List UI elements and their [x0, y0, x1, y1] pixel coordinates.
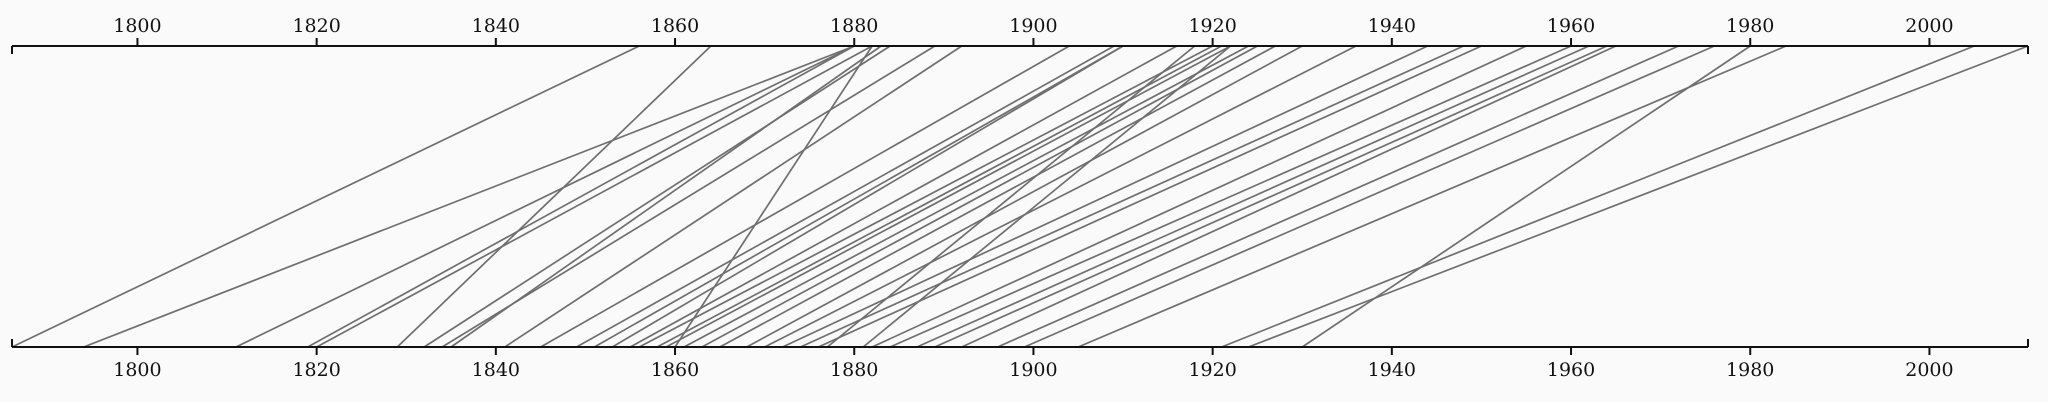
timeline-link-31 — [916, 45, 1590, 348]
top-axis-tick-label: 1960 — [1547, 15, 1595, 37]
timeline-link-13 — [611, 45, 1124, 348]
timeline-link-10 — [540, 45, 1070, 348]
bottom-axis-tick-label: 1980 — [1726, 359, 1774, 381]
timeline-link-23 — [764, 45, 1357, 348]
timeline-link-32 — [934, 45, 1608, 348]
timeline-link-17 — [665, 45, 1231, 348]
bottom-axis-tick-label: 1920 — [1188, 359, 1236, 381]
timeline-link-12 — [593, 45, 1124, 348]
timeline-link-3 — [307, 45, 855, 348]
bottom-axis-tick-label: 1820 — [292, 359, 340, 381]
top-axis-tick-label: 1900 — [1009, 15, 1057, 37]
bottom-axis-tick-label: 1880 — [830, 359, 878, 381]
timeline-link-22 — [746, 45, 1303, 348]
bottom-axis: 1800 1820 1840 1860 1880 1900 1920 1940 1960 1980… — [11, 339, 2029, 381]
timeline-link-11 — [576, 45, 1115, 348]
top-axis-tick-label: 1800 — [113, 15, 161, 37]
timeline-link-37 — [1221, 45, 1975, 348]
timeline-link-39 — [1301, 45, 1751, 348]
timeline-link-15 — [638, 45, 1214, 348]
timeline-link-30 — [889, 45, 1572, 348]
bottom-axis-tick-label: 1940 — [1368, 359, 1416, 381]
timeline-link-27 — [826, 45, 1196, 348]
timeline-link-2 — [235, 45, 855, 348]
bottom-axis-tick-label: 1900 — [1009, 359, 1057, 381]
bottom-axis-tick-label: 1960 — [1547, 359, 1595, 381]
timeline-link-28 — [862, 45, 1232, 348]
timeline-link-35 — [1024, 45, 1715, 348]
top-axis-tick-label: 1840 — [472, 15, 520, 37]
timeline-link-33 — [961, 45, 1617, 348]
timeline-link-16 — [656, 45, 1222, 348]
bottom-axis-tick-label: 1840 — [472, 359, 520, 381]
timeline-link-0 — [11, 45, 640, 348]
timeline-link-7 — [441, 45, 936, 348]
top-axis-tick-label: 1880 — [830, 15, 878, 37]
top-axis-tick-label: 1940 — [1368, 15, 1416, 37]
bottom-axis-tick-label: 1860 — [651, 359, 699, 381]
timeline-link-36 — [1077, 45, 1787, 348]
timeline-link-25 — [800, 45, 1464, 348]
top-axis-tick-label: 1980 — [1726, 15, 1774, 37]
links-layer — [11, 45, 2029, 348]
timeline-link-8 — [450, 45, 882, 348]
timeline-link-29 — [871, 45, 1527, 348]
bottom-axis-tick-label: 1800 — [113, 359, 161, 381]
timeline-link-4 — [316, 45, 873, 348]
top-axis-tick-label: 1920 — [1188, 15, 1236, 37]
timeline-link-5 — [396, 45, 712, 348]
timeline-link-1 — [83, 45, 855, 348]
timeline-link-14 — [629, 45, 1178, 348]
timeline-link-19 — [683, 45, 1249, 348]
timeline-link-18 — [674, 45, 873, 348]
top-axis: 1800 1820 1840 1860 1880 1900 1920 1940 1960 1980… — [11, 15, 2029, 54]
timeline-link-9 — [504, 45, 963, 348]
timeline-link-21 — [719, 45, 1276, 348]
timeline-link-6 — [423, 45, 891, 348]
bottom-axis-tick-label: 2000 — [1905, 359, 1953, 381]
top-axis-tick-label: 2000 — [1905, 15, 1953, 37]
top-axis-tick-label: 1820 — [292, 15, 340, 37]
timeline-link-24 — [782, 45, 1429, 348]
top-axis-tick-label: 1860 — [651, 15, 699, 37]
timeline-link-20 — [701, 45, 1258, 348]
timeline-link-26 — [818, 45, 1482, 348]
timeline-link-34 — [997, 45, 1679, 348]
